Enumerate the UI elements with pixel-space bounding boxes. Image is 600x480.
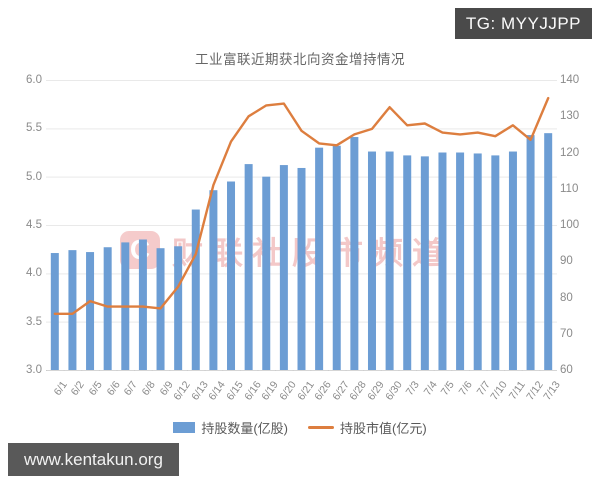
y-axis-tick-label: 3.5 [26, 315, 42, 328]
y-axis-tick-label: 60 [560, 364, 573, 376]
x-axis-tick-label: 6/20 [277, 379, 299, 403]
bar [473, 153, 482, 370]
website-url-badge: www.kentakun.org [8, 443, 179, 476]
y-axis-right: 140 130 120 110 100 90 80 70 60 [560, 74, 598, 376]
x-axis-tick-label: 6/21 [294, 379, 317, 403]
bar [174, 246, 183, 370]
bar [456, 152, 465, 370]
y-axis-tick-label: 6.0 [26, 74, 42, 86]
y-axis-tick-label: 120 [560, 146, 580, 159]
bar [491, 155, 500, 370]
bar [385, 151, 394, 370]
bar-series-swatch-icon [173, 422, 196, 433]
line-series [53, 96, 550, 316]
x-axis-tick-label: 6/27 [330, 379, 352, 403]
bar [297, 167, 306, 370]
y-axis-tick-label: 140 [560, 74, 580, 86]
chart-title: 工业富联近期获北向资金增持情况 [195, 52, 405, 67]
plot-area [46, 80, 558, 373]
y-axis-tick-label: 100 [560, 219, 580, 231]
x-axis-tick-label: 6/30 [382, 379, 405, 403]
bar [315, 147, 324, 370]
x-axis-tick-label: 7/4 [421, 379, 440, 398]
bar [68, 250, 77, 370]
x-axis-tick-label: 6/1 [51, 379, 70, 398]
bar [138, 239, 147, 370]
x-axis: 6/1 6/2 6/5 6/6 6/7 6/8 6/9 6/12 6/13 6/14 6/15 6/1… [46, 373, 563, 413]
y-axis-tick-label: 5.0 [26, 170, 42, 183]
bar [209, 190, 218, 370]
y-axis-tick-label: 80 [560, 291, 573, 304]
x-axis-tick-label: 6/19 [259, 379, 282, 403]
x-axis-tick-label: 7/3 [403, 379, 423, 398]
x-axis-tick-label: 7/6 [456, 379, 475, 398]
x-axis-tick-label: 6/5 [86, 379, 105, 398]
y-axis-tick-label: 110 [560, 182, 579, 195]
y-axis-tick-label: 4.5 [26, 219, 42, 231]
bar [544, 133, 553, 370]
x-axis-tick-label: 7/10 [488, 379, 511, 403]
x-axis-tick-label: 6/28 [347, 379, 370, 403]
y-axis-tick-label: 3.0 [26, 364, 42, 376]
x-axis-tick-label: 7/5 [439, 379, 458, 398]
bar [103, 247, 112, 370]
bar [244, 164, 253, 370]
y-axis-tick-label: 130 [560, 110, 580, 123]
y-axis-tick-label: 90 [560, 255, 573, 268]
x-axis-tick-label: 6/8 [139, 379, 158, 398]
line-series-swatch-icon [308, 426, 334, 429]
bar [227, 181, 236, 370]
bar [50, 253, 59, 370]
x-axis-tick-label: 7/11 [506, 379, 528, 402]
tg-contact-badge: TG: MYYJJPP [454, 8, 592, 39]
bar [526, 135, 535, 370]
bar [420, 156, 429, 370]
y-axis-left: 6.0 5.5 5.0 4.5 4.0 3.5 3.0 [0, 74, 42, 376]
bar [191, 209, 200, 370]
legend-item-bar-series: 持股数量(亿股) [173, 418, 288, 437]
x-axis-tick-label: 7/12 [523, 379, 546, 403]
y-axis-tick-label: 5.5 [26, 122, 42, 135]
legend-label: 持股市值(亿元) [340, 421, 427, 436]
x-axis-tick-label: 7/13 [541, 379, 564, 403]
chart-canvas [46, 80, 558, 373]
legend-item-line-series: 持股市值(亿元) [308, 418, 427, 437]
x-axis-tick-label: 6/2 [69, 379, 88, 398]
bar [332, 145, 341, 370]
y-axis-tick-label: 4.0 [26, 267, 42, 280]
bar [438, 152, 447, 370]
x-axis-tick-label: 6/26 [312, 379, 334, 403]
x-axis-tick-label: 6/15 [224, 379, 246, 403]
x-axis-tick-label: 6/29 [365, 379, 387, 403]
x-axis-tick-label: 6/14 [206, 379, 229, 403]
x-axis-tick-label: 6/13 [189, 379, 211, 403]
legend-label: 持股数量(亿股) [201, 421, 288, 436]
bar [262, 176, 271, 370]
y-axis-tick-label: 70 [560, 327, 573, 340]
bar [508, 151, 517, 370]
x-axis-tick-label: 6/6 [104, 379, 123, 398]
bar [279, 165, 288, 370]
bar [367, 151, 376, 370]
bar [86, 252, 95, 370]
bar [350, 137, 359, 370]
x-axis-tick-label: 6/16 [241, 379, 264, 403]
x-axis-tick-label: 6/7 [121, 379, 141, 398]
x-axis-tick-label: 6/12 [171, 379, 193, 403]
legend: 持股数量(亿股) 持股市值(亿元) [0, 418, 600, 437]
bar [403, 155, 412, 370]
